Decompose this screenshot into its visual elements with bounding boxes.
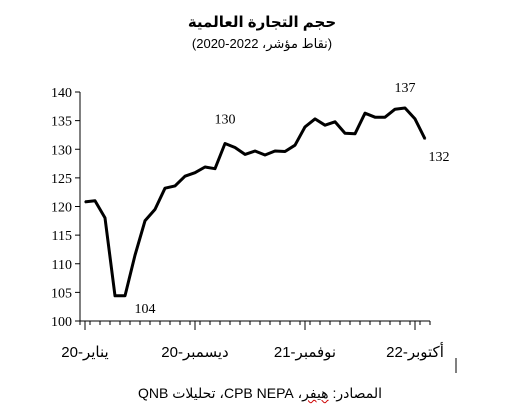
y-tick-label: 115 xyxy=(52,229,72,244)
y-tick-label: 110 xyxy=(52,258,72,273)
data-point xyxy=(304,126,306,128)
data-label: 132 xyxy=(429,150,450,165)
data-point xyxy=(134,254,136,256)
data-point xyxy=(394,108,396,110)
data-label-layer: 104 130 137 132 xyxy=(135,81,450,317)
data-point xyxy=(404,107,406,109)
series-line xyxy=(84,106,427,298)
data-point xyxy=(354,132,356,135)
data-point xyxy=(214,167,216,170)
data-point xyxy=(144,220,146,222)
data-point xyxy=(364,112,366,114)
data-label: 137 xyxy=(395,81,416,96)
data-point xyxy=(204,166,206,168)
data-point xyxy=(234,146,236,149)
data-point xyxy=(284,150,286,153)
data-point xyxy=(244,153,246,156)
data-point xyxy=(264,154,266,156)
source-prefix: المصادر: xyxy=(328,385,382,401)
data-point xyxy=(414,118,416,120)
source-note: المصادر: هيفر، CPB NEPA، تحليلات QNB xyxy=(0,385,520,402)
data-point xyxy=(84,201,86,203)
y-tick-label: 125 xyxy=(51,172,72,187)
x-tick-label: ديسمبر-20 xyxy=(161,344,228,361)
data-point xyxy=(274,150,276,152)
data-point xyxy=(324,124,326,127)
data-point xyxy=(164,187,166,189)
source-suffix: ، CPB NEPA، تحليلات QNB xyxy=(137,385,303,401)
data-point xyxy=(174,185,176,187)
x-tick-label: نوفمبر-21 xyxy=(274,344,336,361)
data-point xyxy=(194,171,196,174)
data-point xyxy=(344,132,346,135)
y-axis: 100 105 110 115 120 125 130 135 140 xyxy=(51,86,81,330)
data-point xyxy=(314,118,316,120)
data-point xyxy=(254,150,256,152)
y-tick-label: 135 xyxy=(51,115,72,130)
x-axis: يناير-20 ديسمبر-20 نوفمبر-21 أكتوبر-22 xyxy=(61,320,444,361)
data-point xyxy=(184,175,186,177)
data-point xyxy=(104,217,106,219)
y-tick-label: 130 xyxy=(51,143,72,158)
data-point xyxy=(384,116,386,118)
source-underlined: هيفر xyxy=(302,385,329,401)
x-tick-label: أكتوبر-22 xyxy=(386,342,444,361)
data-point xyxy=(154,208,156,211)
data-point xyxy=(224,142,226,145)
data-point xyxy=(114,295,116,297)
data-label: 130 xyxy=(215,113,236,128)
x-tick-label: يناير-20 xyxy=(61,344,108,361)
y-tick-label: 120 xyxy=(51,201,72,216)
y-tick-label: 100 xyxy=(51,315,72,330)
data-point xyxy=(334,120,336,123)
data-point xyxy=(94,199,96,202)
y-tick-label: 105 xyxy=(51,286,72,301)
chart-title: حجم التجارة العالمية xyxy=(188,14,336,31)
chart-subtitle: (نقاط مؤشر، 2022-2020) xyxy=(192,36,332,52)
data-point xyxy=(124,295,126,297)
data-point xyxy=(424,138,426,140)
series-layer xyxy=(84,106,427,298)
data-point xyxy=(374,116,376,118)
data-point xyxy=(294,144,296,147)
y-tick-label: 140 xyxy=(51,86,72,101)
data-label: 104 xyxy=(135,302,156,317)
